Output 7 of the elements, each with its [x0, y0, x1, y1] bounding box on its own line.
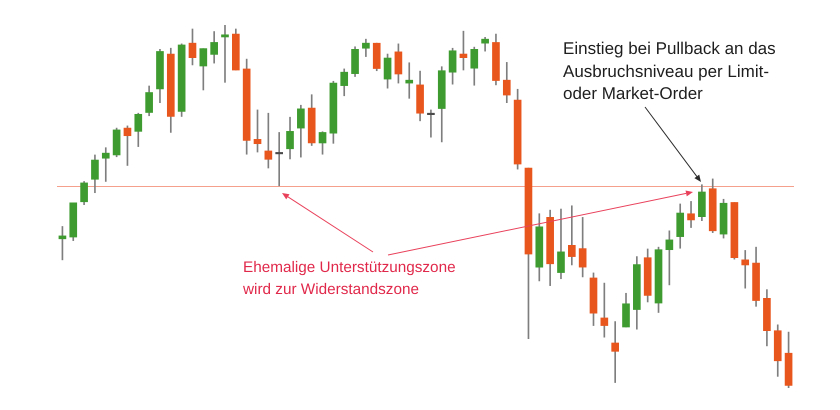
- candlestick: [460, 30, 468, 70]
- annotation: Ehemalige Unterstützungszone wird zur Widerstandszone: [243, 258, 457, 300]
- annotation: Einstieg bei Pullback an das Ausbruchsniveau per Limit- oder Market-Order: [563, 38, 777, 105]
- candlestick: [254, 110, 262, 152]
- candlestick: [124, 126, 132, 166]
- candlestick: [221, 25, 229, 83]
- candlestick: [687, 201, 695, 228]
